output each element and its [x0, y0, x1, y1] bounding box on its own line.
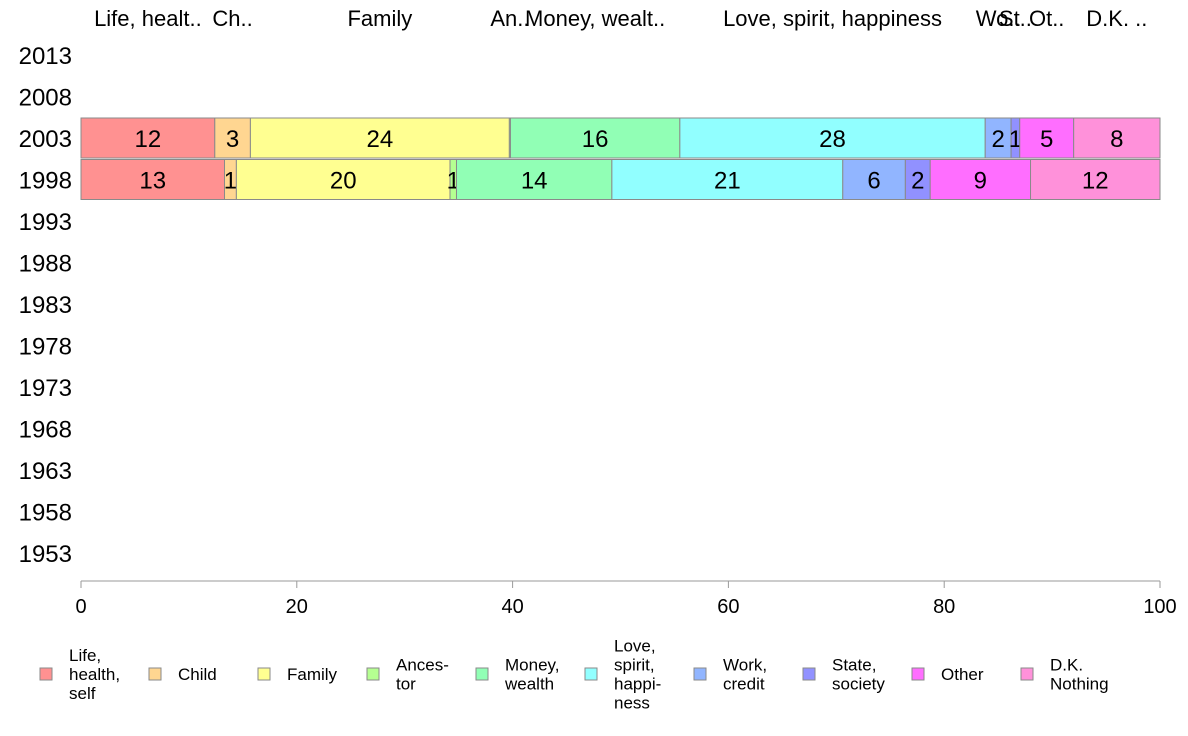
bar-segment-2003-5 — [679, 117, 986, 159]
value-label-1998-4: 14 — [521, 168, 548, 195]
legend-label-4-1: wealth — [504, 675, 554, 694]
top-label-5: Love, spirit, happiness — [723, 6, 942, 31]
x-tick-label-60: 60 — [717, 596, 739, 618]
year-label-1978: 1978 — [19, 334, 72, 361]
top-label-0: Life, healt.. — [94, 6, 202, 31]
value-label-1998-8: 9 — [974, 168, 987, 195]
bar-segment-1998-9 — [1030, 159, 1161, 200]
value-label-2003-8: 5 — [1040, 126, 1053, 153]
legend-label-3-0: Ances- — [396, 656, 449, 675]
year-label-2013: 2013 — [19, 43, 72, 70]
value-label-1998-6: 6 — [867, 168, 880, 195]
legend-label-9-1: Nothing — [1050, 675, 1109, 694]
legend-label-5-1: spirit, — [614, 656, 655, 675]
year-label-1963: 1963 — [19, 458, 72, 485]
legend-label-0-1: health, — [69, 665, 120, 684]
year-label-1993: 1993 — [19, 209, 72, 236]
legend-swatch-8 — [911, 667, 925, 681]
top-label-2: Family — [347, 6, 412, 31]
bar-segment-2003-1 — [214, 117, 251, 159]
legend-label-5-2: happi- — [614, 675, 661, 694]
legend-label-5-0: Love, — [614, 637, 656, 656]
year-label-2008: 2008 — [19, 85, 72, 112]
bar-segment-1998-2 — [235, 159, 451, 200]
legend-label-5-3: ness — [614, 694, 650, 713]
top-label-1: Ch.. — [212, 6, 252, 31]
legend-label-7-0: State, — [832, 656, 876, 675]
top-label-7: St.. — [999, 6, 1032, 31]
legend-swatch-3 — [366, 667, 380, 681]
x-tick-label-0: 0 — [75, 596, 86, 618]
bar-segment-2003-8 — [1019, 117, 1075, 159]
x-tick-label-20: 20 — [286, 596, 308, 618]
legend-swatch-4 — [475, 667, 489, 681]
bar-segment-2003-9 — [1073, 117, 1161, 159]
legend-label-3-1: tor — [396, 675, 416, 694]
legend-swatch-0 — [39, 667, 53, 681]
legend-swatch-5 — [584, 667, 598, 681]
year-label-2003: 2003 — [19, 126, 72, 153]
x-tick-label-40: 40 — [501, 596, 523, 618]
bar-segment-2003-0 — [80, 117, 216, 159]
year-label-1998: 1998 — [19, 168, 72, 195]
bar-segment-1998-8 — [929, 159, 1032, 200]
x-tick-label-100: 100 — [1143, 596, 1176, 618]
bar-segment-2003-2 — [249, 117, 510, 159]
legend-label-8-0: Other — [941, 665, 984, 684]
legend-swatch-7 — [802, 667, 816, 681]
value-label-2003-6: 2 — [991, 126, 1004, 153]
x-tick-label-80: 80 — [933, 596, 955, 618]
value-label-2003-9: 8 — [1110, 126, 1123, 153]
year-label-1988: 1988 — [19, 251, 72, 278]
top-label-8: Ot.. — [1029, 6, 1064, 31]
year-label-1973: 1973 — [19, 375, 72, 402]
legend-label-0-0: Life, — [69, 646, 101, 665]
top-label-4: Money, wealt.. — [525, 6, 665, 31]
year-label-1983: 1983 — [19, 292, 72, 319]
bar-segment-2003-6 — [984, 117, 1012, 159]
year-label-1953: 1953 — [19, 541, 72, 568]
legend-swatch-1 — [148, 667, 162, 681]
bar-segment-1998-7 — [904, 159, 931, 200]
value-label-1998-9: 12 — [1082, 168, 1109, 195]
legend-swatch-9 — [1020, 667, 1034, 681]
value-label-2003-5: 28 — [819, 126, 846, 153]
value-label-2003-2: 24 — [367, 126, 394, 153]
value-label-2003-4: 16 — [582, 126, 609, 153]
bar-segment-1998-5 — [611, 159, 844, 200]
legend-label-7-1: society — [832, 675, 885, 694]
bar-segment-1998-0 — [80, 159, 226, 200]
value-label-1998-2: 20 — [330, 168, 357, 195]
value-label-2003-7: 1 — [1009, 126, 1022, 153]
legend-label-2-0: Family — [287, 665, 338, 684]
bar-segment-1998-6 — [842, 159, 906, 200]
legend-label-1-0: Child — [178, 665, 217, 684]
year-label-1958: 1958 — [19, 500, 72, 527]
legend-label-4-0: Money, — [505, 656, 560, 675]
top-label-3: An.. — [490, 6, 529, 31]
value-label-2003-1: 3 — [226, 126, 239, 153]
legend-label-6-1: credit — [723, 675, 765, 694]
legend-label-6-0: Work, — [723, 656, 767, 675]
legend-label-0-2: self — [69, 684, 96, 703]
bar-segment-1998-4 — [455, 159, 613, 200]
top-label-9: D.K. .. — [1086, 6, 1147, 31]
legend-label-9-0: D.K. — [1050, 656, 1083, 675]
value-label-1998-0: 13 — [139, 168, 166, 195]
value-label-1998-7: 2 — [911, 168, 924, 195]
value-label-1998-1: 1 — [224, 168, 237, 195]
legend-swatch-2 — [257, 667, 271, 681]
value-label-2003-0: 12 — [135, 126, 162, 153]
value-label-1998-5: 21 — [714, 168, 741, 195]
legend-swatch-6 — [693, 667, 707, 681]
top-label-6: Wo.. — [976, 6, 1021, 31]
year-label-1968: 1968 — [19, 417, 72, 444]
